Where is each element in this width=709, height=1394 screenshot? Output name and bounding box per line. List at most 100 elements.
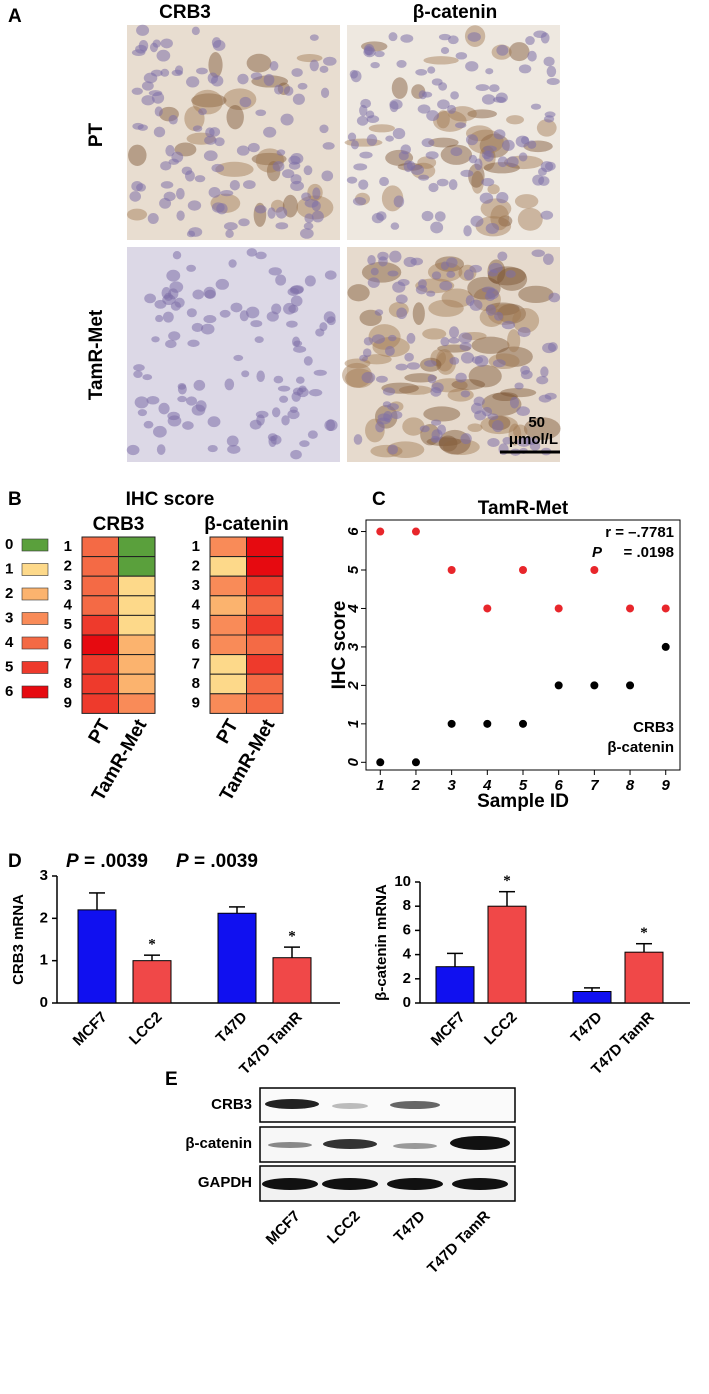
x-tick-label: MCF7	[70, 1009, 111, 1050]
nucleus	[514, 382, 524, 390]
blot-band	[265, 1099, 319, 1109]
nucleus	[177, 384, 187, 395]
nucleus	[245, 306, 260, 319]
nucleus	[275, 274, 287, 286]
heatmap-cell	[246, 673, 284, 695]
nucleus	[131, 87, 143, 95]
legend-label: 6	[5, 683, 13, 700]
nucleus	[481, 150, 492, 160]
column-header: CRB3	[159, 2, 211, 23]
row-label: 3	[192, 577, 200, 594]
heatmap-cell	[209, 575, 247, 597]
nucleus	[186, 396, 198, 406]
nucleus	[281, 415, 290, 426]
nucleus	[469, 299, 483, 311]
x-tick-label: T47D	[213, 1009, 251, 1047]
scale-bar-label: 50	[528, 414, 545, 431]
nucleus	[168, 331, 181, 341]
stain	[191, 93, 227, 108]
y-tick-label: 8	[403, 897, 411, 914]
nucleus	[322, 142, 335, 150]
nucleus	[538, 394, 552, 403]
stain	[497, 267, 528, 291]
stain	[296, 54, 323, 63]
nucleus	[395, 294, 408, 304]
nucleus	[174, 65, 184, 75]
nucleus	[162, 311, 174, 323]
stain	[226, 105, 244, 130]
nucleus	[392, 281, 406, 293]
nucleus	[436, 178, 449, 187]
nucleus	[509, 396, 519, 409]
legend-label: 5	[5, 658, 13, 675]
legend-swatch	[21, 636, 49, 650]
nucleus	[426, 110, 439, 122]
nucleus	[276, 149, 286, 156]
x-tick-label: 5	[519, 777, 528, 794]
nucleus	[484, 292, 496, 301]
nucleus	[160, 38, 173, 49]
nucleus	[289, 285, 304, 295]
nucleus	[275, 222, 289, 230]
stain	[512, 308, 540, 334]
nucleus	[151, 92, 165, 104]
nucleus	[160, 161, 172, 171]
nucleus	[366, 115, 380, 124]
nucleus	[446, 257, 458, 268]
heatmap-cell	[209, 654, 247, 675]
nucleus	[270, 434, 282, 445]
nucleus	[427, 66, 436, 74]
scatter-point	[590, 681, 599, 690]
scatter-point	[554, 604, 563, 613]
nucleus	[417, 104, 431, 114]
nucleus	[220, 189, 234, 197]
nucleus	[479, 192, 494, 204]
heatmap-cell	[209, 556, 247, 577]
p-label: P	[66, 851, 79, 872]
nucleus	[483, 145, 497, 152]
nucleus	[273, 375, 284, 384]
overlay: 50 μmol/L	[500, 414, 560, 454]
nucleus	[389, 250, 402, 263]
bar	[272, 957, 312, 1004]
nucleus	[255, 109, 267, 117]
nucleus	[392, 127, 406, 140]
nucleus	[389, 99, 403, 110]
row-label: 2	[64, 557, 72, 574]
blot-row-label: CRB3	[211, 1096, 252, 1113]
nucleus	[143, 420, 154, 429]
panel-label: C	[372, 489, 386, 510]
legend-label: β-catenin	[607, 739, 674, 756]
nucleus	[460, 169, 474, 178]
nucleus	[395, 363, 408, 371]
nucleus	[448, 337, 460, 344]
nucleus	[204, 135, 217, 145]
nucleus	[134, 396, 149, 409]
nucleus	[247, 142, 260, 153]
nucleus	[543, 56, 555, 67]
heatmap-cell	[246, 556, 284, 577]
stain	[428, 137, 459, 148]
nucleus	[256, 370, 265, 383]
nucleus	[295, 376, 305, 384]
nucleus	[543, 253, 554, 265]
micrographs	[126, 24, 561, 462]
row-label: 9	[192, 695, 200, 712]
column-label: PT	[213, 716, 244, 748]
p-value: = .0039	[194, 851, 258, 872]
nucleus	[299, 228, 314, 239]
nucleus	[236, 145, 250, 156]
row-label: 1	[64, 538, 72, 555]
heatmap-cell	[209, 595, 247, 616]
group-header: CRB3	[93, 514, 145, 535]
nucleus	[163, 191, 176, 202]
y-tick-label: 2	[403, 970, 411, 987]
nucleus	[431, 78, 443, 86]
nucleus	[523, 437, 538, 446]
nucleus	[485, 222, 500, 234]
nucleus	[450, 91, 459, 100]
stain	[471, 170, 484, 194]
blot-band	[268, 1142, 312, 1148]
nucleus	[396, 307, 408, 320]
stain	[471, 336, 510, 354]
